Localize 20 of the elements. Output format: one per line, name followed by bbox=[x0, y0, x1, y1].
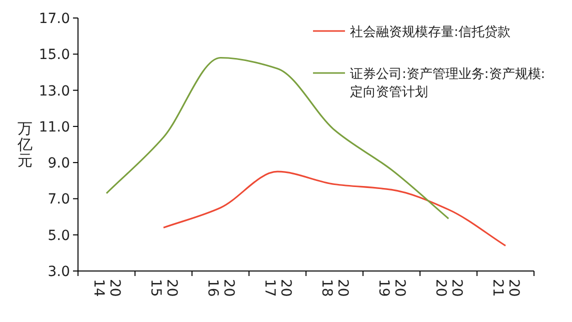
x-tick-label: 2015 bbox=[148, 279, 180, 297]
y-tick-label: 13.0 bbox=[38, 83, 70, 100]
x-tick-label: 2021 bbox=[490, 279, 522, 297]
x-tick-label: 2017 bbox=[262, 279, 294, 297]
x-tick-label: 2019 bbox=[376, 279, 408, 297]
y-tick-label: 15.0 bbox=[38, 47, 70, 64]
x-tick-label: 2016 bbox=[204, 279, 236, 297]
y-tick-label: 11.0 bbox=[38, 119, 70, 136]
x-tick-label: 2014 bbox=[90, 279, 122, 297]
legend-label: 证券公司:资产管理业务:资产规模:定向资管计划 bbox=[350, 67, 546, 100]
y-tick-label: 5.0 bbox=[48, 228, 70, 244]
y-tick-label: 9.0 bbox=[48, 156, 70, 172]
y-tick-label: 17.0 bbox=[38, 11, 70, 27]
y-axis-title: 万亿元 bbox=[16, 120, 32, 170]
x-tick-label: 2018 bbox=[318, 279, 350, 297]
y-tick-label: 7.0 bbox=[48, 192, 70, 208]
legend-label: 社会融资规模存量:信托贷款 bbox=[350, 25, 510, 40]
x-tick-label: 2020 bbox=[432, 279, 464, 297]
y-tick-label: 3.0 bbox=[48, 264, 70, 280]
line-series bbox=[162, 170, 506, 246]
